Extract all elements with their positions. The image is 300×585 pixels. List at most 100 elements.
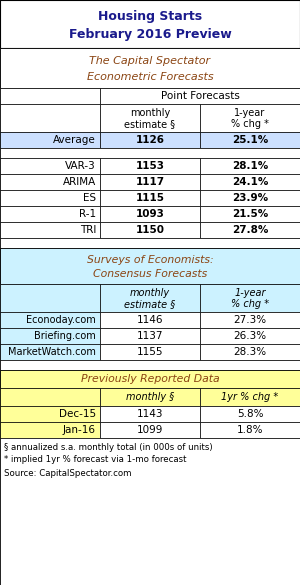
Bar <box>200 344 300 360</box>
Text: The Capital Spectator: The Capital Spectator <box>89 56 211 66</box>
Text: § annualized s.a. monthly total (in 000s of units): § annualized s.a. monthly total (in 000s… <box>4 443 213 453</box>
Text: Average: Average <box>53 135 96 145</box>
Bar <box>100 222 200 238</box>
Text: monthly §: monthly § <box>126 392 174 402</box>
Bar <box>100 406 200 422</box>
Text: monthly: monthly <box>130 288 170 298</box>
Bar <box>200 104 300 132</box>
Text: VAR-3: VAR-3 <box>65 161 96 171</box>
Bar <box>200 422 300 438</box>
Text: 1143: 1143 <box>137 409 163 419</box>
Text: 1.8%: 1.8% <box>237 425 263 435</box>
Bar <box>200 174 300 190</box>
Text: February 2016 Preview: February 2016 Preview <box>69 28 231 41</box>
Bar <box>0 344 100 360</box>
Bar <box>100 422 200 438</box>
Text: Housing Starts: Housing Starts <box>98 11 202 23</box>
Text: 21.5%: 21.5% <box>232 209 268 219</box>
Text: Previously Reported Data: Previously Reported Data <box>81 374 219 384</box>
Text: * implied 1yr % forecast via 1-mo forecast: * implied 1yr % forecast via 1-mo foreca… <box>4 455 187 463</box>
Bar <box>0 104 100 132</box>
Text: 28.3%: 28.3% <box>233 347 267 357</box>
Bar <box>100 104 200 132</box>
Bar <box>0 206 100 222</box>
Text: Consensus Forecasts: Consensus Forecasts <box>93 269 207 279</box>
Bar <box>200 222 300 238</box>
Text: 1150: 1150 <box>136 225 164 235</box>
Text: monthly: monthly <box>130 108 170 118</box>
Text: Point Forecasts: Point Forecasts <box>160 91 239 101</box>
Bar <box>200 190 300 206</box>
Bar <box>200 312 300 328</box>
Bar <box>200 158 300 174</box>
Bar <box>100 206 200 222</box>
Text: 1137: 1137 <box>137 331 163 341</box>
Bar <box>0 388 100 406</box>
Text: 1099: 1099 <box>137 425 163 435</box>
Bar <box>100 190 200 206</box>
Text: 1126: 1126 <box>136 135 164 145</box>
Text: 1155: 1155 <box>137 347 163 357</box>
Text: 1117: 1117 <box>135 177 165 187</box>
Bar <box>200 206 300 222</box>
Bar <box>200 132 300 148</box>
Bar <box>0 48 300 88</box>
Text: 25.1%: 25.1% <box>232 135 268 145</box>
Text: 23.9%: 23.9% <box>232 193 268 203</box>
Bar <box>100 328 200 344</box>
Bar <box>200 388 300 406</box>
Bar <box>100 344 200 360</box>
Bar <box>0 248 300 284</box>
Bar <box>0 370 300 388</box>
Text: Briefing.com: Briefing.com <box>34 331 96 341</box>
Bar <box>0 148 300 158</box>
Bar <box>200 328 300 344</box>
Text: 1115: 1115 <box>136 193 164 203</box>
Bar <box>200 406 300 422</box>
Text: ES: ES <box>83 193 96 203</box>
Bar <box>0 222 100 238</box>
Bar <box>100 284 200 312</box>
Bar <box>0 438 300 585</box>
Bar <box>0 328 100 344</box>
Text: 1yr % chg *: 1yr % chg * <box>221 392 279 402</box>
Bar <box>0 422 100 438</box>
Text: 1146: 1146 <box>137 315 163 325</box>
Bar <box>200 284 300 312</box>
Bar <box>0 132 100 148</box>
Text: 26.3%: 26.3% <box>233 331 267 341</box>
Text: % chg *: % chg * <box>231 119 269 129</box>
Text: 1-year: 1-year <box>234 288 266 298</box>
Text: MarketWatch.com: MarketWatch.com <box>8 347 96 357</box>
Text: Surveys of Economists:: Surveys of Economists: <box>87 255 213 265</box>
Text: 27.8%: 27.8% <box>232 225 268 235</box>
Text: 27.3%: 27.3% <box>233 315 267 325</box>
Text: 28.1%: 28.1% <box>232 161 268 171</box>
Bar <box>100 388 200 406</box>
Bar <box>100 88 300 104</box>
Bar <box>0 312 100 328</box>
Text: Dec-15: Dec-15 <box>59 409 96 419</box>
Bar <box>100 132 200 148</box>
Bar <box>100 158 200 174</box>
Text: Source: CapitalSpectator.com: Source: CapitalSpectator.com <box>4 470 131 479</box>
Bar <box>0 284 100 312</box>
Text: 5.8%: 5.8% <box>237 409 263 419</box>
Bar <box>0 190 100 206</box>
Text: Econoday.com: Econoday.com <box>26 315 96 325</box>
Bar <box>100 312 200 328</box>
Bar <box>0 88 100 104</box>
Bar <box>0 174 100 190</box>
Text: R-1: R-1 <box>79 209 96 219</box>
Bar <box>0 158 100 174</box>
Text: estimate §: estimate § <box>124 119 176 129</box>
Text: TRI: TRI <box>80 225 96 235</box>
Text: 1-year: 1-year <box>234 108 266 118</box>
Text: Jan-16: Jan-16 <box>63 425 96 435</box>
Text: 1153: 1153 <box>136 161 164 171</box>
Text: estimate §: estimate § <box>124 299 176 309</box>
Text: % chg *: % chg * <box>231 299 269 309</box>
Bar <box>100 174 200 190</box>
Bar <box>0 406 100 422</box>
Text: 1093: 1093 <box>136 209 164 219</box>
